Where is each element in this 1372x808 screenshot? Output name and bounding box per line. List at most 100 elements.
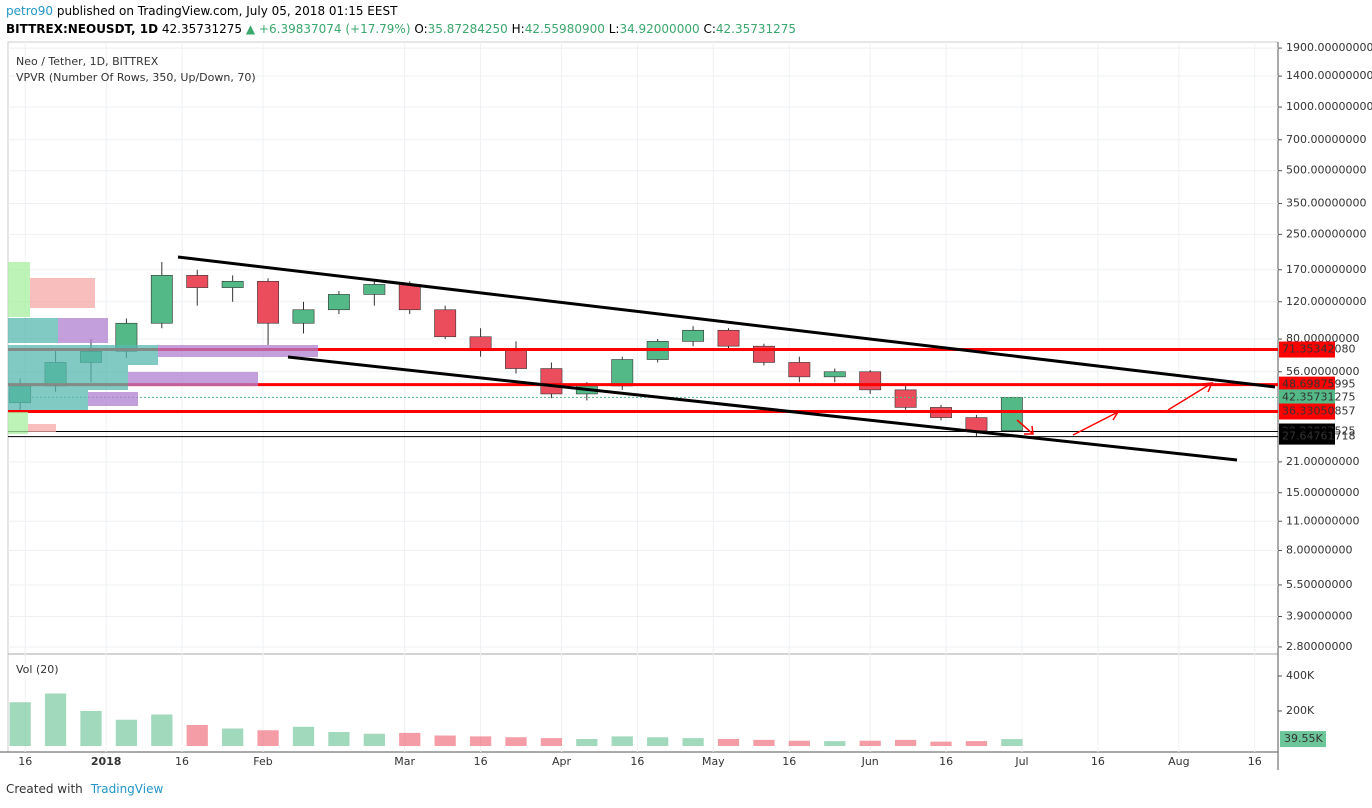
candle-body bbox=[363, 284, 386, 295]
volume-tag bbox=[1280, 731, 1326, 748]
x-tick-label: 16 bbox=[18, 755, 32, 768]
symbol: BITTREX:NEOUSDT, 1D bbox=[6, 22, 159, 36]
y-tick-label: 700.00000000 bbox=[1286, 133, 1366, 146]
candle-body bbox=[788, 362, 811, 378]
volume-bar bbox=[469, 736, 492, 746]
x-tick-label: 16 bbox=[630, 755, 644, 768]
volume-bar bbox=[611, 736, 633, 746]
candle-body bbox=[150, 275, 173, 324]
x-tick-label: Apr bbox=[552, 755, 572, 768]
candle-body bbox=[327, 294, 350, 311]
candle-body bbox=[434, 309, 457, 338]
ohlc-value: 35.87284250 bbox=[427, 22, 508, 36]
x-tick-label: Jun bbox=[861, 755, 879, 768]
y-tick-label: 11.00000000 bbox=[1286, 514, 1359, 527]
volume-bar bbox=[257, 730, 279, 746]
volume-bar bbox=[328, 732, 350, 746]
candle-body bbox=[682, 329, 705, 342]
y-tick-label: 170.00000000 bbox=[1286, 263, 1366, 276]
published: published on TradingView.com, July 05, 2… bbox=[56, 4, 398, 18]
ohlc-label: L: bbox=[608, 22, 620, 36]
volume-bar bbox=[753, 739, 775, 746]
volume-bar bbox=[859, 740, 881, 746]
volume-bar bbox=[505, 737, 527, 746]
candle-body bbox=[1000, 397, 1023, 431]
volume-bar bbox=[9, 702, 31, 746]
level-tag-label: 71.35342080 bbox=[1282, 343, 1355, 356]
header: petro90 published on TradingView.com, Ju… bbox=[0, 0, 1372, 40]
ohlc-value: 34.92000000 bbox=[619, 22, 700, 36]
last: 42.35731275 bbox=[161, 22, 243, 36]
candle-body bbox=[469, 336, 492, 350]
level-tag bbox=[1279, 341, 1335, 358]
volume-bar bbox=[363, 733, 385, 746]
y-tick-label: 120.00000000 bbox=[1286, 295, 1366, 308]
x-tick-label: 16 bbox=[474, 755, 488, 768]
level-tag-label: 36.33050857 bbox=[1282, 405, 1355, 418]
candle-body bbox=[186, 275, 209, 288]
volume-bar bbox=[292, 726, 315, 746]
author[interactable]: petro90 bbox=[6, 4, 53, 18]
x-tick-label: 2018 bbox=[91, 755, 122, 768]
y-tick-label: 250.00000000 bbox=[1286, 227, 1366, 240]
level-tag bbox=[1279, 376, 1335, 393]
candle-body bbox=[505, 348, 527, 369]
y-tick-label: 5.50000000 bbox=[1286, 578, 1352, 591]
y-tick-label: 21.00000000 bbox=[1286, 455, 1359, 468]
y-tick-label: 2.80000000 bbox=[1286, 640, 1352, 653]
volume-bar bbox=[1001, 739, 1023, 746]
y-tick-label: 350.00000000 bbox=[1286, 196, 1366, 209]
annotations bbox=[177, 255, 1276, 462]
volume-bar bbox=[576, 739, 598, 746]
ohlc-label: H: bbox=[511, 22, 525, 36]
ohlc-label: C: bbox=[703, 22, 716, 36]
volume-bar bbox=[399, 732, 421, 746]
volume-profile bbox=[8, 262, 318, 434]
x-tick-label: Mar bbox=[394, 755, 415, 768]
y-tick-label: 200K bbox=[1286, 704, 1315, 717]
x-tick-label: Feb bbox=[253, 755, 272, 768]
y-tick-label: 1900.00000000 bbox=[1286, 41, 1372, 54]
y-tick-label: 8.00000000 bbox=[1286, 544, 1352, 557]
level-tag-label: 42.35731275 bbox=[1282, 390, 1355, 403]
candle-body bbox=[717, 329, 740, 347]
volume-bar bbox=[80, 711, 102, 746]
volume-bar bbox=[44, 693, 67, 746]
volume-bar bbox=[434, 735, 456, 746]
level-tag bbox=[1279, 403, 1335, 420]
volume-tag-label: 39.55K bbox=[1284, 732, 1323, 745]
candle-body bbox=[257, 280, 279, 324]
level-tag-label: 48.69875995 bbox=[1282, 378, 1355, 391]
level-tag bbox=[1279, 389, 1335, 406]
volume-bar bbox=[717, 739, 740, 746]
x-tick-label: 16 bbox=[1091, 755, 1105, 768]
volume-bar bbox=[824, 741, 846, 746]
change: ▲ +6.39837074 (+17.79%) bbox=[245, 22, 411, 36]
candle-body bbox=[859, 371, 882, 391]
candle-body bbox=[894, 389, 917, 408]
ohlc-value: 42.35731275 bbox=[715, 22, 797, 36]
created: Created with bbox=[6, 782, 83, 796]
volume-bar bbox=[151, 714, 173, 746]
x-tick-label: 16 bbox=[939, 755, 953, 768]
candle-body bbox=[823, 371, 846, 378]
y-tick-label: 400K bbox=[1286, 669, 1315, 682]
level-tag bbox=[1279, 428, 1335, 445]
y-tick-label: 1400.00000000 bbox=[1286, 69, 1372, 82]
y-tick-label: 15.00000000 bbox=[1286, 486, 1359, 499]
x-tick-label: Aug bbox=[1168, 755, 1189, 768]
y-tick-label: 3.90000000 bbox=[1286, 610, 1352, 623]
candle-body bbox=[965, 417, 988, 431]
x-tick-label: 16 bbox=[1248, 755, 1262, 768]
ohlc-label: O: bbox=[414, 22, 428, 36]
volume-bar bbox=[965, 741, 988, 746]
y-tick-label: 500.00000000 bbox=[1286, 164, 1366, 177]
volume-title: Vol (20) bbox=[16, 663, 59, 676]
y-tick-label: 56.00000000 bbox=[1286, 365, 1359, 378]
footer: Created with TradingView bbox=[6, 782, 163, 796]
indicator-title: VPVR (Number Of Rows, 350, Up/Down, 70) bbox=[16, 71, 256, 84]
brand[interactable]: TradingView bbox=[90, 782, 164, 796]
volume-bar bbox=[788, 740, 810, 746]
volume-bar bbox=[894, 739, 917, 746]
volume-bar bbox=[930, 741, 952, 746]
